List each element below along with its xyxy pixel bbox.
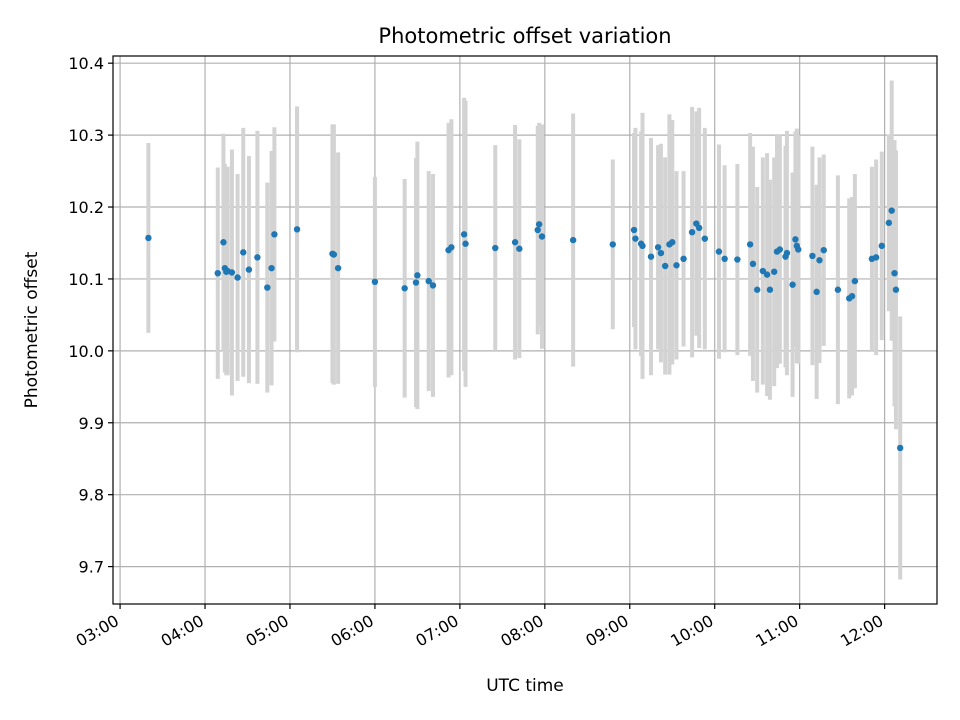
data-point bbox=[888, 207, 895, 214]
data-point bbox=[371, 278, 379, 286]
data-point bbox=[534, 226, 541, 234]
data-point bbox=[789, 281, 796, 288]
data-point bbox=[330, 251, 338, 258]
data-point bbox=[673, 262, 680, 269]
chart-title: Photometric offset variation bbox=[378, 24, 671, 48]
y-tick-label: 9.8 bbox=[79, 486, 104, 505]
y-tick-label: 10.0 bbox=[68, 342, 104, 361]
data-point bbox=[569, 236, 577, 244]
data-point bbox=[630, 226, 638, 234]
data-point bbox=[334, 264, 342, 272]
y-tick-label: 10.4 bbox=[68, 54, 104, 73]
data-point bbox=[609, 241, 616, 248]
data-point bbox=[872, 254, 880, 261]
data-point bbox=[240, 249, 247, 256]
data-point bbox=[795, 246, 802, 253]
y-axis-label: Photometric offset bbox=[22, 251, 42, 408]
data-point bbox=[896, 444, 904, 452]
data-point bbox=[414, 272, 421, 279]
data-point bbox=[753, 286, 761, 293]
y-axis: 9.7 9.8 9.9 10.0 10.1 10.2 10.3 10.4 bbox=[68, 54, 113, 577]
data-point bbox=[749, 260, 757, 268]
data-point bbox=[816, 257, 823, 264]
data-point bbox=[632, 235, 639, 242]
data-point bbox=[647, 253, 655, 260]
y-tick-label: 10.3 bbox=[68, 126, 104, 145]
data-point bbox=[680, 255, 687, 263]
data-point bbox=[293, 226, 301, 233]
data-point bbox=[264, 284, 271, 291]
data-point bbox=[511, 239, 519, 246]
data-point bbox=[220, 239, 227, 246]
data-point bbox=[145, 234, 152, 242]
y-tick-label: 10.2 bbox=[68, 198, 104, 217]
data-point bbox=[715, 248, 723, 255]
data-point bbox=[766, 286, 774, 293]
y-tick-label: 10.1 bbox=[68, 270, 104, 289]
data-point bbox=[429, 282, 437, 289]
data-point bbox=[271, 231, 278, 238]
data-point bbox=[661, 262, 669, 270]
data-point bbox=[538, 233, 546, 240]
y-tick-label: 9.7 bbox=[79, 558, 104, 577]
data-point bbox=[245, 266, 253, 273]
data-point bbox=[776, 246, 784, 253]
data-point bbox=[820, 246, 827, 254]
data-point bbox=[448, 244, 455, 251]
data-point bbox=[848, 292, 856, 300]
data-point bbox=[639, 242, 646, 250]
data-point bbox=[460, 231, 468, 238]
y-tick-label: 9.9 bbox=[79, 414, 104, 433]
data-point bbox=[759, 267, 767, 275]
data-point bbox=[721, 255, 728, 263]
plot-frame bbox=[112, 55, 938, 605]
data-point bbox=[891, 269, 898, 277]
data-point bbox=[268, 264, 275, 272]
data-point bbox=[701, 235, 709, 242]
data-point bbox=[885, 219, 893, 227]
data-point bbox=[412, 279, 420, 286]
data-point bbox=[654, 244, 662, 251]
data-points bbox=[145, 207, 904, 452]
data-point bbox=[746, 241, 754, 248]
data-point bbox=[792, 236, 799, 243]
data-point bbox=[892, 286, 900, 293]
data-point bbox=[401, 285, 408, 292]
data-point bbox=[462, 240, 469, 247]
data-point bbox=[535, 221, 543, 228]
data-point bbox=[516, 245, 523, 252]
data-point bbox=[425, 277, 432, 285]
data-point bbox=[254, 254, 261, 261]
data-point bbox=[695, 224, 703, 232]
data-point bbox=[809, 252, 816, 260]
data-point bbox=[763, 271, 771, 278]
data-point bbox=[770, 268, 778, 275]
data-point bbox=[734, 256, 741, 263]
data-point bbox=[834, 286, 842, 293]
data-point bbox=[657, 249, 665, 257]
data-point bbox=[228, 269, 236, 276]
x-axis-label: UTC time bbox=[486, 676, 564, 696]
data-point bbox=[688, 228, 696, 236]
data-point bbox=[234, 274, 241, 281]
data-point bbox=[878, 242, 885, 250]
data-point bbox=[783, 249, 791, 257]
data-point bbox=[214, 269, 221, 277]
data-point bbox=[851, 277, 859, 285]
data-point bbox=[813, 288, 820, 296]
data-point bbox=[492, 244, 499, 252]
data-point bbox=[669, 239, 676, 246]
